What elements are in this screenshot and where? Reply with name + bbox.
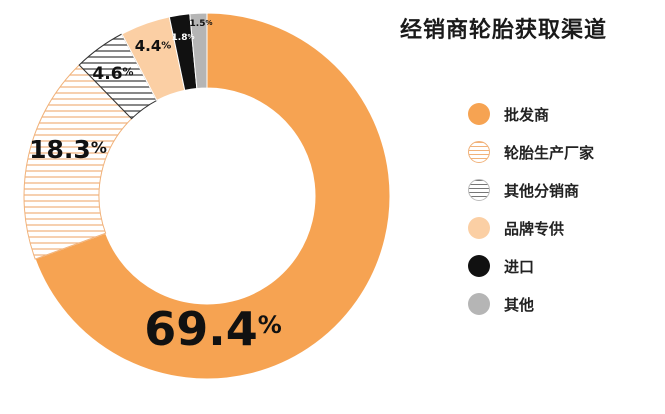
- legend-item-wholesaler: 批发商: [468, 95, 594, 133]
- legend-swatch: [468, 293, 490, 315]
- value-label-other: 1.5%: [190, 19, 213, 29]
- value-label-manufacturer: 18.3%: [29, 135, 107, 164]
- chart-title: 经销商轮胎获取渠道: [400, 18, 608, 43]
- slice-wholesaler: [34, 12, 391, 380]
- legend-swatch: [468, 179, 490, 201]
- value-label-other-distributor: 4.6%: [92, 64, 133, 84]
- legend-swatch: [468, 217, 490, 239]
- value-label-brand-exclusive: 4.4%: [135, 37, 172, 55]
- legend-label: 其他: [504, 295, 535, 314]
- legend-swatch: [468, 255, 490, 277]
- legend-item-import: 进口: [468, 247, 594, 285]
- value-label-import: 1.8%: [172, 33, 195, 43]
- legend-label: 其他分销商: [504, 181, 580, 200]
- legend: 批发商 轮胎生产厂家 其他分销商 品牌专供 进口 其他: [468, 95, 594, 323]
- legend-label: 进口: [504, 257, 535, 276]
- slice-other: [189, 12, 208, 90]
- legend-swatch: [468, 103, 490, 125]
- legend-label: 品牌专供: [504, 219, 565, 238]
- value-label-wholesaler: 69.4%: [144, 302, 282, 356]
- legend-label: 轮胎生产厂家: [504, 143, 595, 162]
- legend-label: 批发商: [504, 105, 550, 124]
- legend-item-brand-exclusive: 品牌专供: [468, 209, 594, 247]
- legend-item-manufacturer: 轮胎生产厂家: [468, 133, 594, 171]
- legend-item-other-distributor: 其他分销商: [468, 171, 594, 209]
- legend-swatch: [468, 141, 490, 163]
- legend-item-other: 其他: [468, 285, 594, 323]
